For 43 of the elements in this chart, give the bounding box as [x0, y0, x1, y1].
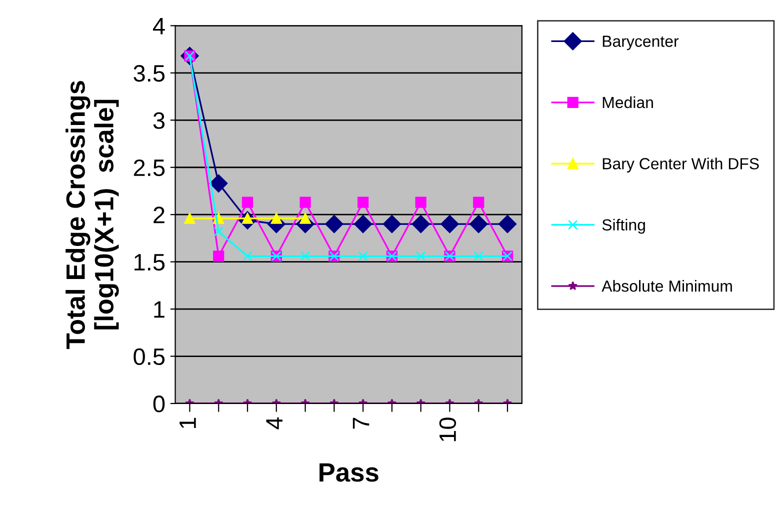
x-tick-label: 10	[439, 418, 456, 442]
x-tick-label: 1	[180, 418, 196, 428]
point	[242, 251, 252, 262]
point	[415, 196, 426, 208]
y-tick-label: 2.5	[134, 159, 165, 176]
point	[440, 215, 459, 234]
y-tick-label: 4	[152, 18, 165, 34]
y-tick-label: 2	[154, 206, 164, 224]
y-axis-title: Total Edge Crossings [log10(X+1) scale]	[66, 81, 119, 349]
legend-label: Absolute Minimum	[602, 280, 732, 292]
y-tick-label: 3.5	[134, 64, 165, 82]
legend-label: Sifting	[602, 218, 645, 234]
x-axis-title: Pass	[320, 463, 378, 482]
legend-label: Bary Center With DFS	[602, 158, 759, 173]
point	[184, 212, 196, 224]
point	[382, 215, 401, 234]
point	[325, 215, 344, 234]
x-tick-label: 7	[352, 418, 370, 429]
y-tick-label: 3	[153, 112, 165, 129]
point	[300, 196, 311, 208]
point	[358, 251, 368, 262]
point	[470, 215, 488, 234]
y-tick-label: 0.5	[134, 348, 165, 366]
x-tick-label: 4	[266, 417, 282, 430]
legend-label: Median	[602, 96, 653, 108]
point	[300, 251, 310, 262]
point	[300, 212, 311, 224]
point	[473, 196, 484, 208]
point	[474, 251, 484, 262]
point	[270, 212, 282, 224]
point	[213, 250, 224, 262]
legend-label: Barycenter	[602, 36, 679, 50]
point	[214, 226, 224, 236]
point	[412, 215, 430, 234]
point	[242, 196, 254, 208]
point	[357, 196, 369, 208]
y-tick-label: 1.5	[134, 254, 165, 271]
point	[498, 215, 517, 234]
y-tick-label: 1	[154, 301, 164, 318]
point	[416, 251, 426, 262]
point	[354, 215, 372, 234]
y-tick-label: 0	[153, 396, 165, 412]
point	[210, 174, 228, 192]
